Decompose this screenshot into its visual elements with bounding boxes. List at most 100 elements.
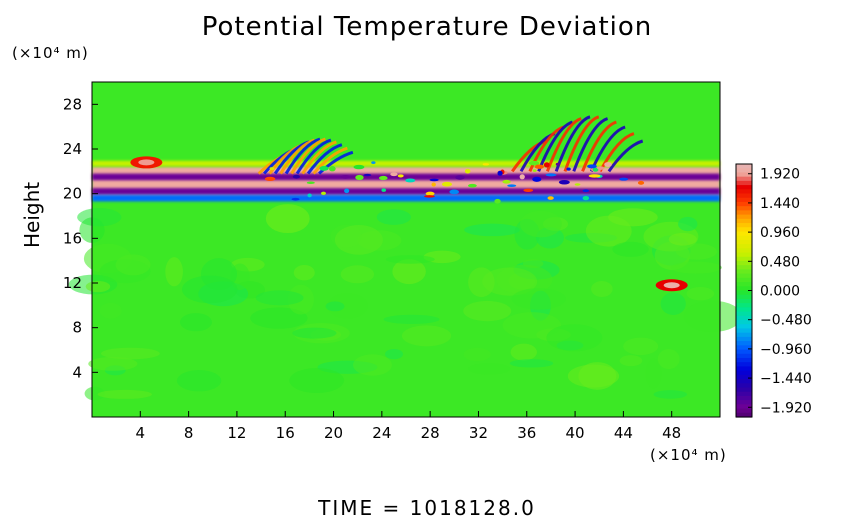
colorbar-swatch [736,345,752,351]
field-texture [509,359,554,368]
colorbar-swatch [736,252,752,258]
colorbar-label: −1.920 [760,400,812,416]
band-speckle [363,173,372,177]
band-speckle [269,167,275,171]
colorbar-swatch [736,214,752,220]
colorbar-swatch [736,383,752,389]
band-speckle [449,189,460,195]
band-speckle [574,183,581,186]
band-speckle [582,189,590,193]
temperature-anomaly-core [138,159,155,166]
band-speckle [381,188,387,192]
colorbar-label: 0.960 [760,225,800,241]
y-tick-label: 4 [72,363,82,381]
field-texture [653,390,688,399]
colorbar-swatch [736,172,752,178]
field-texture [683,300,742,333]
colorbar-swatch [736,332,752,338]
colorbar-swatch [736,248,752,254]
field-texture [668,232,697,246]
band-speckle [592,167,599,172]
colorbar-label: 0.480 [760,254,800,270]
field-texture [250,307,308,329]
field-texture [623,337,659,356]
gravity-wave-crest [598,132,635,173]
band-speckle [619,177,629,181]
band-speckle [341,174,350,179]
colorbar-swatch [736,353,752,359]
band-speckle [494,198,501,204]
band-speckle [507,184,517,187]
y-tick-label: 28 [63,95,82,113]
field-texture [585,215,632,247]
band-speckle [429,178,439,182]
field-texture [510,343,537,361]
x-tick-label: 48 [662,424,681,442]
colorbar-swatch [736,391,752,397]
field-texture [176,370,222,392]
colorbar-swatch [736,290,752,296]
field-texture [463,300,512,322]
gravity-wave-crest [546,117,582,172]
colorbar-swatch [736,180,752,186]
colorbar-swatch [736,168,752,174]
band-speckle [431,182,436,187]
field-texture [353,354,392,376]
band-speckle [523,188,534,193]
field-texture [546,324,603,352]
field-texture [463,347,491,362]
colorbar-label: 0.000 [760,284,800,300]
colorbar-swatch [736,324,752,330]
y-tick-label: 12 [63,274,82,292]
band-speckle [519,174,525,180]
field-texture [115,254,151,276]
band-speckle [306,181,315,185]
field-texture [179,313,212,332]
band-speckle [328,166,336,172]
field-texture [468,267,495,298]
temperature-anomaly-core [663,282,680,289]
colorbar-swatch [736,357,752,363]
field-texture [392,259,426,285]
colorbar-swatch [736,366,752,372]
band-speckle [534,164,545,169]
colorbar-swatch [736,185,752,190]
colorbar-swatch [736,282,752,287]
gravity-wave-crest [554,115,591,172]
gravity-wave-crest [312,146,348,175]
field-texture [84,386,105,401]
band-speckle [545,173,557,177]
band-speckle [264,176,276,182]
field-texture [97,389,152,399]
colorbar: 1.920 1.440 0.960 0.480 0.000 −0.480 −0.960 −1.… [735,163,812,418]
field-texture [519,210,562,238]
band-speckle [353,164,365,170]
band-speckle [441,181,453,187]
colorbar-swatch [736,197,752,203]
colorbar-swatch [736,286,752,292]
colorbar-swatch [736,307,752,313]
colorbar-swatch [736,412,752,418]
x-tick-label: 20 [324,424,343,442]
colorbar-swatch [736,387,752,393]
band-speckle [468,183,477,188]
band-speckle [355,174,364,181]
colorbar-swatch [736,408,752,414]
gravity-wave-crest [284,137,321,175]
band-speckle [566,167,571,171]
x-tick-label: 32 [469,424,488,442]
colorbar-swatch [736,244,752,249]
y-tick-label: 20 [63,185,82,203]
gravity-wave-crest [563,115,600,172]
colorbar-swatch [736,273,752,279]
colorbar-swatch [736,400,752,405]
y-tick-label: 24 [63,140,82,158]
colorbar-swatch [736,298,752,304]
band-speckle [497,170,503,176]
band-speckle [597,166,605,170]
y-axis-unit: (×10⁴ m) [12,44,89,62]
band-speckle [543,162,550,168]
colorbar-swatch [736,349,752,355]
band-speckle [555,162,561,166]
field-texture [522,259,544,269]
